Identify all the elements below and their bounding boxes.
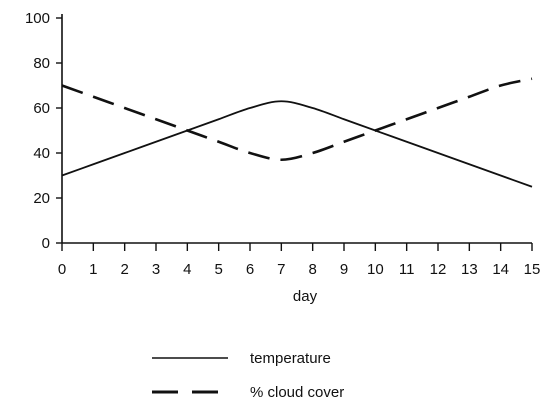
legend-label: % cloud cover: [250, 384, 344, 401]
x-tick-label: 6: [246, 261, 254, 278]
x-tick-label: 4: [183, 261, 191, 278]
x-tick-label: 1: [89, 261, 97, 278]
x-tick-label: 8: [308, 261, 316, 278]
x-tick-label: 7: [277, 261, 285, 278]
x-tick-label: 2: [120, 261, 128, 278]
x-tick-label: 15: [524, 261, 541, 278]
legend: temperature % cloud cover: [152, 350, 344, 401]
y-tick-label: 60: [33, 100, 50, 117]
legend-label: temperature: [250, 350, 331, 367]
x-tick-label: 11: [399, 261, 415, 278]
y-tick-label: 40: [33, 145, 50, 162]
x-tick-label: 3: [152, 261, 160, 278]
y-axis-ticks: 0 20 40 60 80 100: [25, 10, 62, 252]
y-tick-label: 20: [33, 190, 50, 207]
x-axis-title: day: [293, 288, 318, 305]
x-axis-ticks: 0 1 2 3 4 5 6 7 8 9 10 11 12 13 14 15: [58, 243, 541, 278]
x-tick-label: 10: [367, 261, 384, 278]
x-tick-label: 12: [430, 261, 447, 278]
y-tick-label: 100: [25, 10, 50, 27]
x-tick-label: 0: [58, 261, 66, 278]
x-tick-label: 9: [340, 261, 348, 278]
series-line-cloud-cover: [61, 77, 533, 162]
y-tick-label: 80: [33, 55, 50, 72]
x-tick-label: 14: [492, 261, 509, 278]
series-line-temperature: [61, 100, 533, 188]
x-tick-label: 5: [214, 261, 222, 278]
x-tick-label: 13: [461, 261, 478, 278]
series-layer: [61, 77, 533, 188]
y-tick-label: 0: [42, 235, 50, 252]
